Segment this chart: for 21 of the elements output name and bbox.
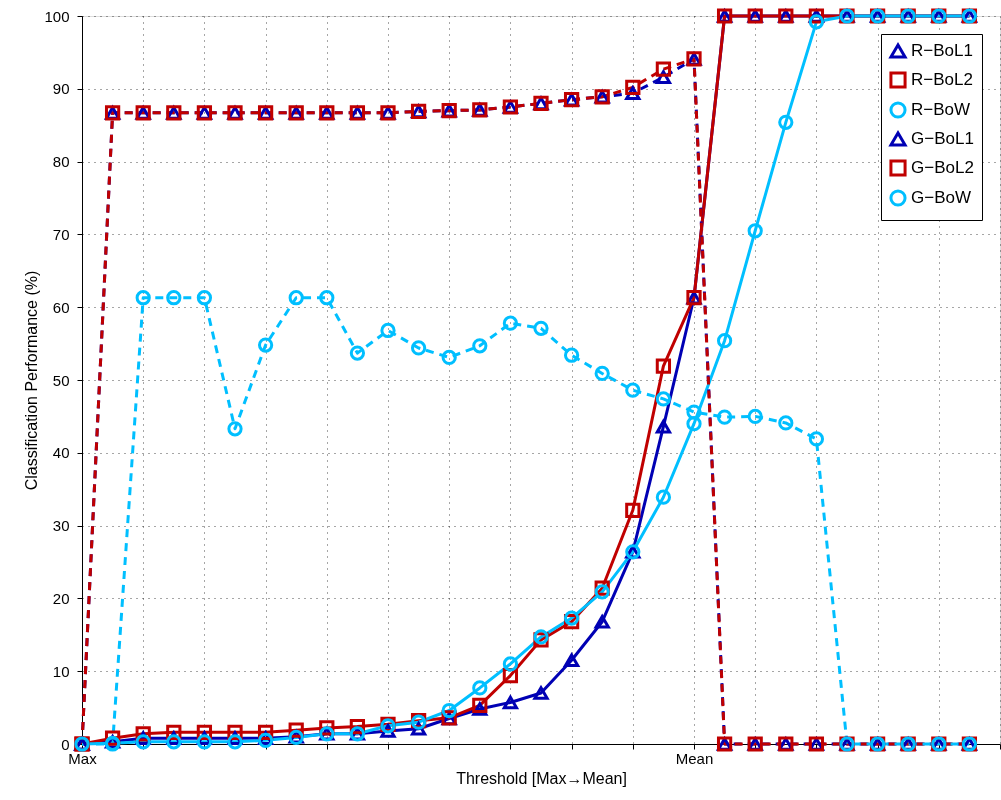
y-tick-label: 80 [52, 153, 70, 171]
y-tick-label: 100 [44, 7, 70, 25]
y-tick-label: 0 [61, 735, 70, 753]
legend-label: G−BoL2 [911, 158, 974, 177]
y-tick-label: 30 [52, 517, 70, 535]
legend-label: R−BoW [911, 100, 971, 119]
y-tick-label: 50 [52, 371, 70, 389]
x-tick-label: Max [68, 749, 98, 767]
x-axis-title: Threshold [Max→Mean] [456, 769, 627, 787]
x-tick-label: Mean [675, 749, 714, 767]
y-tick-label: 90 [52, 80, 70, 98]
y-tick-label: 70 [52, 225, 70, 243]
legend-label: R−BoL1 [911, 41, 973, 60]
legend-label: G−BoW [911, 188, 971, 207]
y-tick-label: 60 [52, 298, 70, 316]
y-tick-label: 10 [52, 662, 70, 680]
legend-label: R−BoL2 [911, 70, 973, 89]
y-tick-label: 40 [52, 444, 70, 462]
legend-label: G−BoL1 [911, 129, 974, 148]
y-tick-label: 20 [52, 589, 70, 607]
y-axis-title: Classification Performance (%) [23, 270, 41, 491]
